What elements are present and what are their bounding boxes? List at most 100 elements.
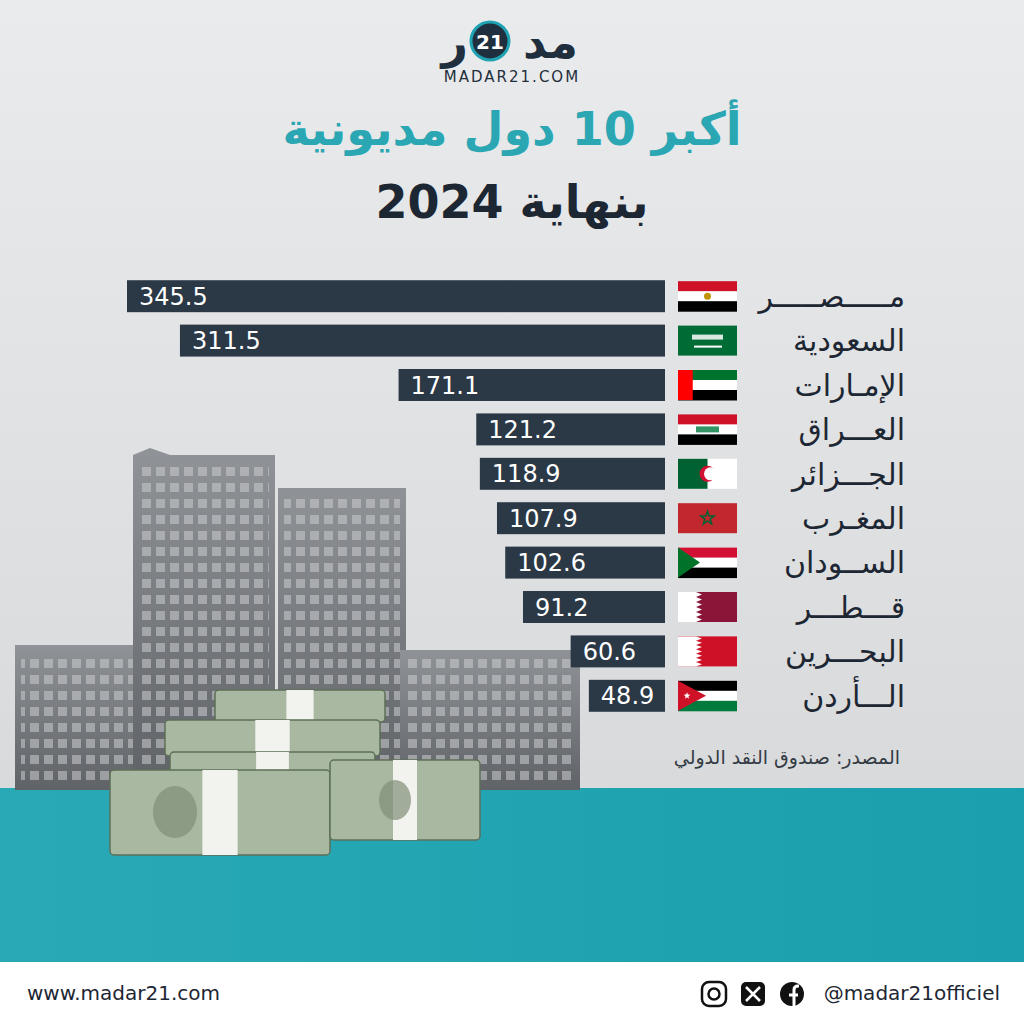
money-portrait [379, 780, 411, 820]
flag [678, 503, 737, 533]
money-stack [110, 770, 330, 855]
flag-part [678, 636, 702, 666]
flag-part [704, 467, 717, 480]
y-tick-label: الإمـارات [794, 368, 905, 404]
logo-text: مد [523, 15, 578, 69]
flag [678, 459, 737, 489]
logo: مد 21 رMADAR21.COM [440, 15, 581, 86]
bar [497, 502, 665, 534]
money-band [255, 720, 289, 756]
source: المصدر: صندوق النقد الدولي [674, 746, 900, 769]
data-label: 121.2 [488, 416, 557, 444]
money-band [202, 770, 237, 855]
facebook-icon [789, 986, 799, 1006]
flag [678, 281, 737, 312]
y-tick: الجـــزائر [790, 457, 905, 492]
bars [127, 280, 665, 712]
y-tick: العـــراق [799, 412, 905, 447]
logo-site: MADAR21.COM [444, 68, 580, 86]
building-windows [21, 653, 139, 782]
bar [589, 680, 665, 712]
y-tick: السعودية [793, 323, 905, 358]
money-band [286, 690, 313, 722]
y-tick: مـــــصـــــر [756, 279, 905, 314]
flag-part [678, 326, 737, 356]
data-label: 60.6 [583, 638, 636, 666]
flag-part [704, 293, 711, 300]
flag-part [678, 281, 737, 292]
instagram-icon [709, 989, 720, 1000]
footer-band [0, 962, 1024, 1024]
data-label: 102.6 [517, 549, 586, 577]
website: www.madar21.com [27, 981, 220, 1005]
handle: @madar21officiel [824, 981, 1000, 1005]
data-label: 118.9 [492, 460, 561, 488]
building [15, 645, 145, 790]
flag-part [678, 301, 737, 312]
flag-part [678, 459, 737, 489]
data-labels: 345.5 311.5 171.1 121.2 118.9 107.9 102.6 91.2 6… [139, 283, 654, 711]
x-icon [741, 982, 765, 1006]
flag-part [678, 503, 737, 533]
building-top [133, 448, 170, 455]
flag-part [696, 426, 719, 432]
logo-text: ر [440, 15, 468, 69]
y-tick-label: المغـرب [802, 501, 905, 536]
flag [678, 636, 737, 666]
flag [678, 326, 737, 356]
y-tick: البحـــرين [785, 634, 905, 669]
y-tick-label: العـــراق [799, 412, 905, 447]
money-portrait [153, 786, 197, 838]
money [110, 690, 480, 855]
flag-part [701, 511, 714, 524]
flag-part [694, 346, 722, 348]
flag-part [678, 370, 693, 400]
logo-circle [471, 22, 509, 60]
data-label: 311.5 [192, 327, 261, 355]
background [0, 0, 1024, 962]
data-label: 345.5 [139, 283, 208, 311]
logo-number: 21 [476, 30, 504, 54]
y-tick-label: قـــطـــر [795, 590, 905, 625]
bar [571, 635, 665, 667]
data-label: 91.2 [535, 594, 588, 622]
flag [678, 414, 737, 445]
money-stack [330, 760, 480, 840]
data-label: 171.1 [411, 372, 480, 400]
flag [678, 548, 737, 579]
y-tick-label: البحـــرين [785, 634, 905, 669]
y-tick-label: السعودية [793, 323, 905, 358]
flag-part [678, 414, 737, 425]
social-icons [702, 982, 804, 1006]
flag-part [684, 692, 691, 698]
bar [476, 413, 665, 445]
chart-container: مد21رMADAR21.COMأكبر 10 دول مديونيةبنهاي… [0, 0, 1024, 1024]
flag [678, 370, 737, 401]
flag [678, 592, 737, 622]
flag [678, 681, 737, 712]
y-tick-label: مـــــصـــــر [756, 279, 905, 314]
flag-part [678, 424, 737, 435]
bar [180, 325, 665, 357]
money-stack [165, 720, 380, 756]
flag-part [678, 434, 737, 445]
flag-part [678, 592, 702, 622]
data-label: 107.9 [509, 505, 578, 533]
y-tick: الســودان [784, 545, 905, 580]
y-tick-label: الســودان [784, 545, 905, 580]
y-tick: قـــطـــر [795, 590, 905, 625]
chart-svg: مد21رMADAR21.COMأكبر 10 دول مديونيةبنهاي… [0, 0, 1024, 1024]
flag-part [678, 681, 706, 711]
y-tick-label: الجـــزائر [790, 457, 905, 492]
flag-part [678, 592, 737, 622]
flag-part [692, 335, 723, 340]
title: أكبر 10 دول مديونية [282, 99, 741, 156]
money-stack [215, 690, 385, 722]
y-tick: الـــأردن [802, 675, 905, 714]
data-label: 48.9 [601, 682, 654, 710]
y-tick: الإمـارات [794, 368, 905, 404]
facebook-icon [780, 982, 804, 1006]
flags [678, 281, 737, 711]
bar [127, 280, 665, 312]
bar [399, 369, 665, 401]
